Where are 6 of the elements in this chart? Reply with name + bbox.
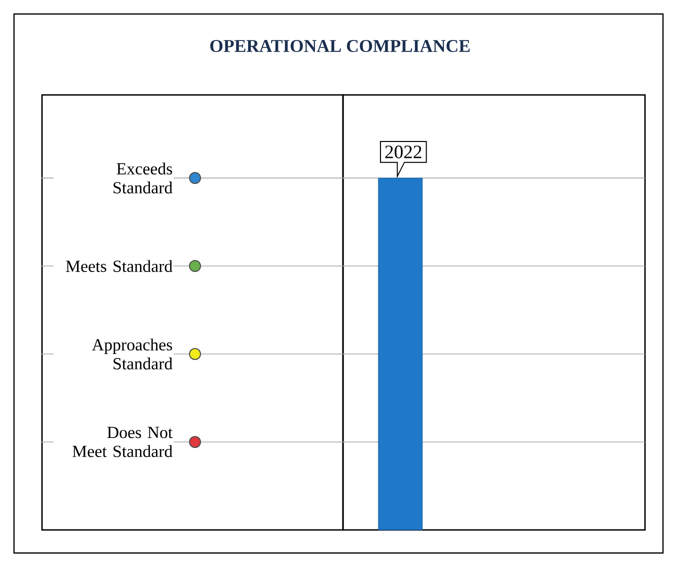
x-tick-label: 2022 — [385, 146, 422, 158]
ref-line-label: Exceeds Standard — [114, 162, 172, 194]
ref-line-label: Approaches Standard — [92, 338, 172, 370]
chart-title: OPERATIONAL COMPLIANCE — [210, 40, 470, 52]
ref-line-label: Meets Standard — [66, 260, 172, 272]
ref-line-label: Does Not Meet Standard — [72, 426, 173, 458]
